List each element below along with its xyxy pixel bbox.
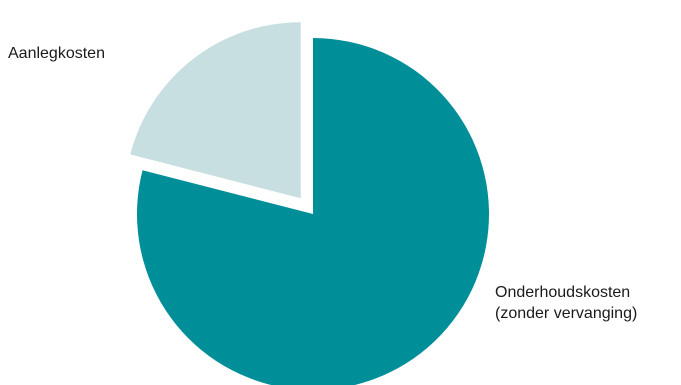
slice-label-aanlegkosten: Aanlegkosten xyxy=(8,45,105,62)
pie-slice-aanlegkosten xyxy=(130,22,301,199)
slice-label-aanlegkosten-line-1: Aanlegkosten xyxy=(8,45,105,62)
slice-label-onderhoudskosten-line-1: Onderhoudskosten xyxy=(495,284,630,301)
pie-slice-onderhoudskosten xyxy=(137,38,489,385)
slice-label-onderhoudskosten: Onderhoudskosten (zonder vervanging) xyxy=(495,284,637,322)
pie-slices xyxy=(130,22,489,385)
slice-label-onderhoudskosten-line-2: (zonder vervanging) xyxy=(495,305,637,322)
